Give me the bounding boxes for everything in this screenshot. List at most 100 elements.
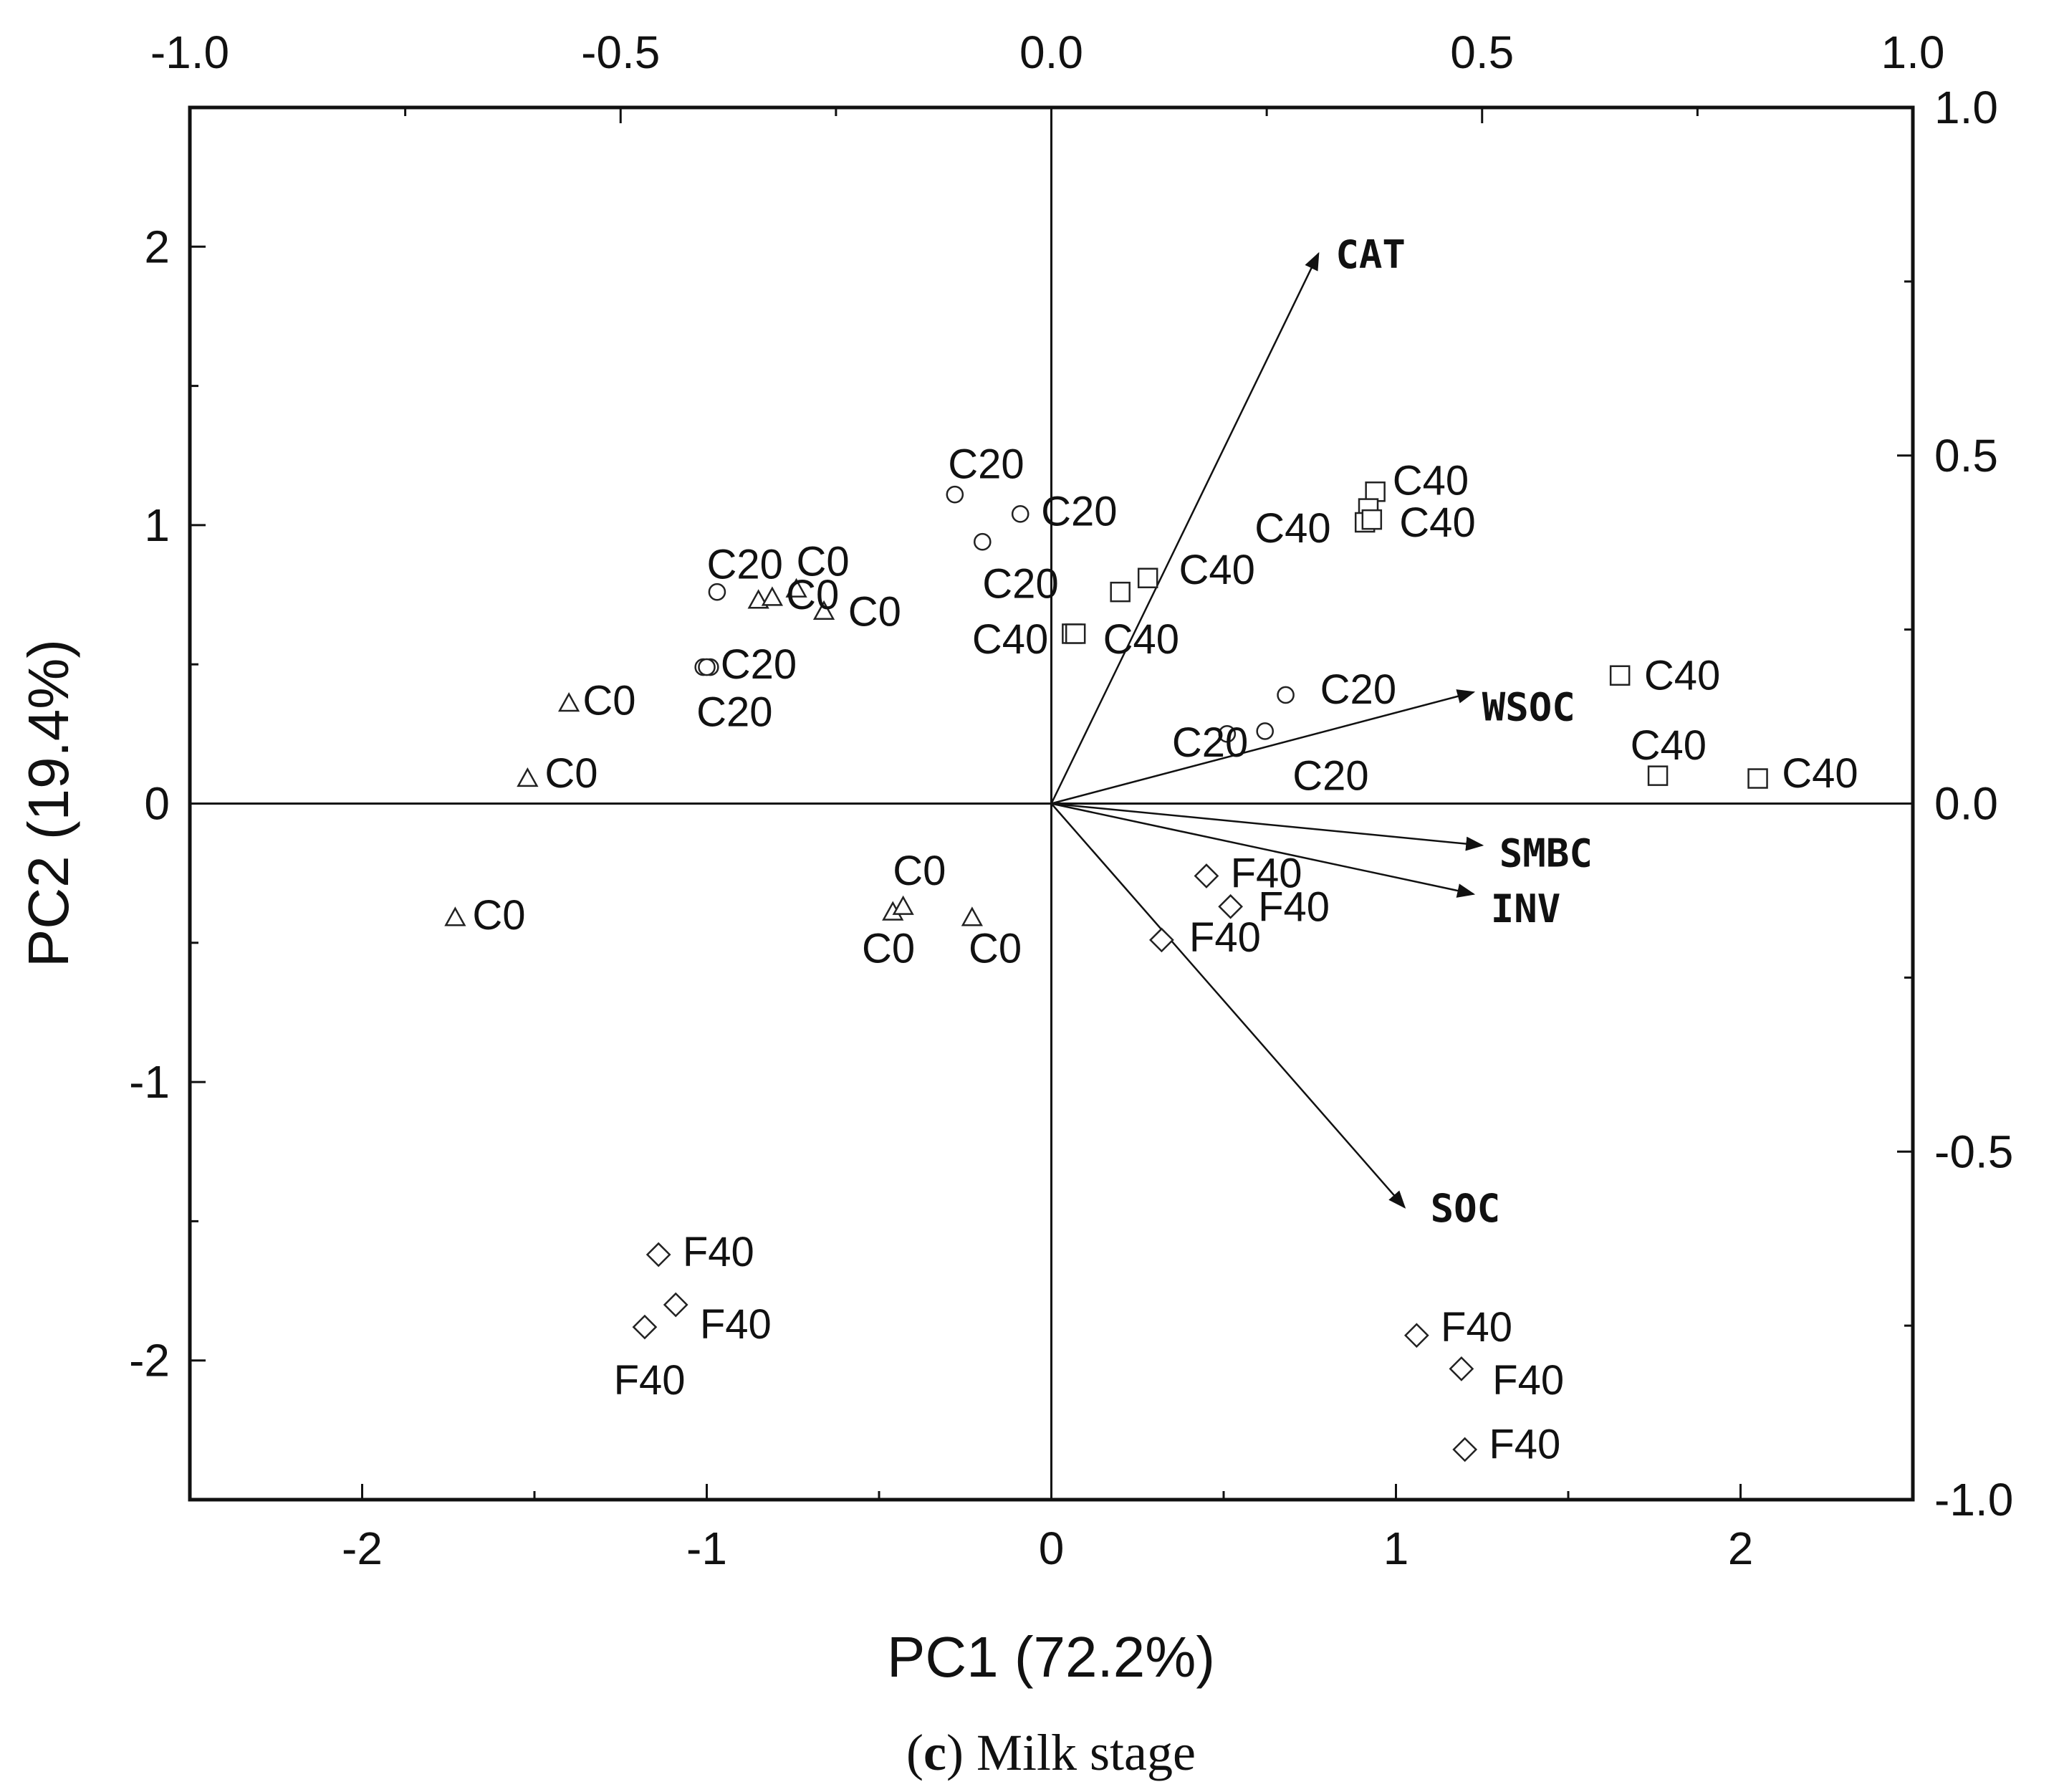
point-label-f40: F40 <box>1492 1357 1564 1404</box>
loading-label-inv: INV <box>1491 886 1561 931</box>
point-label-c40: C40 <box>1782 750 1858 797</box>
point-label-c0: C0 <box>582 678 635 724</box>
point-c20 <box>946 485 964 504</box>
x-tick-label: 0 <box>1039 1523 1065 1574</box>
loading-vector-soc <box>1050 802 1406 1209</box>
point-label-c20: C20 <box>1292 753 1368 800</box>
figure-caption: (c) Milk stage <box>906 1724 1196 1781</box>
point-c20 <box>708 583 726 601</box>
point-label-c40: C40 <box>1399 499 1475 546</box>
point-c0 <box>761 586 784 606</box>
point-f40 <box>1403 1323 1429 1348</box>
point-label-c20: C20 <box>707 541 783 588</box>
loading-vector-cat <box>1050 251 1320 805</box>
point-label-c0: C0 <box>472 892 525 939</box>
point-label-c40: C40 <box>1179 547 1254 593</box>
point-c20 <box>1277 686 1295 704</box>
right-tick-label: -0.5 <box>1934 1126 2013 1177</box>
loading-label-smbc: SMBC <box>1499 831 1593 876</box>
x-tick-label: 2 <box>1728 1523 1754 1574</box>
point-label-c40: C40 <box>1103 616 1179 663</box>
point-c0 <box>812 600 835 621</box>
point-label-f40: F40 <box>1258 883 1330 930</box>
point-label-c20: C20 <box>696 689 772 735</box>
loading-label-wsoc: WSOC <box>1482 684 1575 729</box>
point-label-c0: C0 <box>786 572 839 618</box>
point-c40 <box>1137 567 1158 588</box>
right-tick-label: 0.0 <box>1934 778 1998 830</box>
point-label-c20: C20 <box>721 641 797 688</box>
point-label-c20: C20 <box>1041 488 1117 535</box>
point-c20 <box>974 532 992 551</box>
loading-label-cat: CAT <box>1335 232 1406 277</box>
point-c0 <box>444 906 466 926</box>
right-tick-label: 1.0 <box>1934 82 1998 133</box>
point-c40 <box>1647 765 1669 786</box>
x-tick-label: -2 <box>342 1523 383 1574</box>
x-axis-title: PC1 (72.2%) <box>887 1625 1215 1689</box>
point-c0 <box>961 906 983 926</box>
x-tick-label: 1 <box>1383 1523 1409 1574</box>
right-tick-label: 0.5 <box>1934 430 1998 481</box>
point-c40 <box>1365 481 1386 502</box>
point-label-f40: F40 <box>700 1301 772 1348</box>
top-tick-label: 0.0 <box>1019 27 1083 78</box>
y-tick-label: -2 <box>129 1335 170 1386</box>
point-f40 <box>1194 863 1219 888</box>
y-tick-label: 0 <box>144 778 170 830</box>
point-label-f40: F40 <box>1189 914 1261 961</box>
loading-vector-smbc <box>1051 802 1484 851</box>
point-f40 <box>1149 927 1174 953</box>
x-tick-label: -1 <box>686 1523 727 1574</box>
point-c0 <box>557 692 580 712</box>
point-c40 <box>1065 623 1086 644</box>
point-c40 <box>1747 768 1768 789</box>
loading-vector-inv <box>1051 802 1476 898</box>
point-label-f40: F40 <box>1489 1421 1560 1467</box>
loading-label-soc: SOC <box>1431 1186 1501 1231</box>
y-axis-title: PC2 (19.4%) <box>16 639 80 967</box>
point-label-f40: F40 <box>1231 851 1302 897</box>
top-tick-label: -0.5 <box>581 27 660 78</box>
point-label-c0: C0 <box>544 750 597 797</box>
point-c20 <box>1256 722 1275 740</box>
point-label-f40: F40 <box>683 1229 754 1275</box>
top-tick-label: -1.0 <box>150 27 229 78</box>
point-label-c40: C40 <box>1254 505 1330 552</box>
point-f40 <box>663 1292 688 1318</box>
point-label-c0: C0 <box>797 538 850 585</box>
top-tick-label: 1.0 <box>1881 27 1945 78</box>
point-label-f40: F40 <box>614 1357 686 1404</box>
y-tick-label: 1 <box>144 499 170 551</box>
top-tick-label: 0.5 <box>1450 27 1514 78</box>
point-label-c0: C0 <box>862 926 915 972</box>
point-c20 <box>698 658 716 676</box>
loading-vector-wsoc <box>1051 689 1476 805</box>
point-c20 <box>1011 505 1030 523</box>
point-c40 <box>1361 509 1383 530</box>
point-label-c0: C0 <box>848 588 901 635</box>
point-c40 <box>1609 665 1631 686</box>
right-tick-label: -1.0 <box>1934 1474 2013 1525</box>
point-label-c40: C40 <box>1631 722 1707 769</box>
point-label-c0: C0 <box>893 848 946 894</box>
point-c40 <box>1110 581 1131 603</box>
point-f40 <box>1452 1437 1478 1462</box>
point-label-c20: C20 <box>1320 666 1396 713</box>
point-f40 <box>1449 1356 1474 1381</box>
point-label-c40: C40 <box>972 616 1048 663</box>
point-f40 <box>632 1314 658 1340</box>
point-f40 <box>645 1242 671 1268</box>
point-label-c40: C40 <box>1644 653 1720 699</box>
point-label-c40: C40 <box>1393 458 1469 504</box>
y-tick-label: -1 <box>129 1056 170 1108</box>
point-c0 <box>517 767 539 787</box>
point-label-f40: F40 <box>1441 1304 1512 1351</box>
point-f40 <box>1218 893 1243 919</box>
y-tick-label: 2 <box>144 221 170 272</box>
point-label-c0: C0 <box>969 926 1022 972</box>
point-label-c20: C20 <box>982 561 1058 608</box>
point-label-c20: C20 <box>948 441 1024 487</box>
point-c0 <box>785 578 807 598</box>
point-c20 <box>1218 725 1237 743</box>
